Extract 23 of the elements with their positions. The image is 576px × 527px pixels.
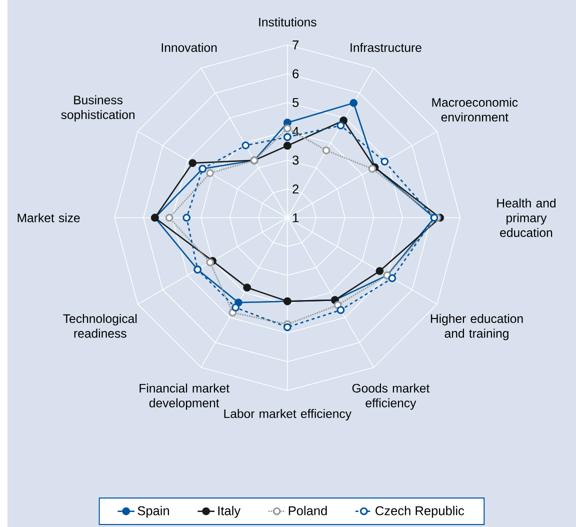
legend-label: Poland bbox=[288, 506, 327, 516]
spoke-label: Market size bbox=[18, 213, 80, 222]
spoke-label: Business sophistication bbox=[61, 95, 134, 122]
y-tick-label: 3 bbox=[292, 156, 299, 165]
y-tick-label: 7 bbox=[292, 40, 298, 50]
y-tick-label: 6 bbox=[292, 69, 299, 78]
spoke-label: Labor market efficiency bbox=[224, 408, 352, 420]
spoke-label: Goods market efficiency bbox=[352, 384, 430, 410]
y-tick-label: 2 bbox=[292, 184, 298, 194]
spoke-label: Health and primary education bbox=[497, 198, 556, 237]
legend-label: Spain bbox=[138, 506, 169, 518]
spoke-label: Financial market development bbox=[140, 384, 230, 410]
legend-label: Czech Republic bbox=[376, 506, 464, 518]
legend-label: Italy bbox=[218, 506, 241, 518]
spoke-label: Technological readiness bbox=[63, 314, 137, 338]
spoke-label: Higher education and training bbox=[430, 314, 523, 340]
y-tick-label: 5 bbox=[292, 98, 299, 107]
spoke-label: Infrastructure bbox=[350, 42, 422, 52]
y-tick-label: 4 bbox=[292, 126, 299, 136]
y-tick-label: 1 bbox=[293, 213, 299, 222]
spoke-label: Institutions bbox=[259, 17, 316, 26]
spoke-label: Macroeconomic environment bbox=[432, 98, 518, 122]
spoke-label: Innovation bbox=[162, 42, 217, 52]
